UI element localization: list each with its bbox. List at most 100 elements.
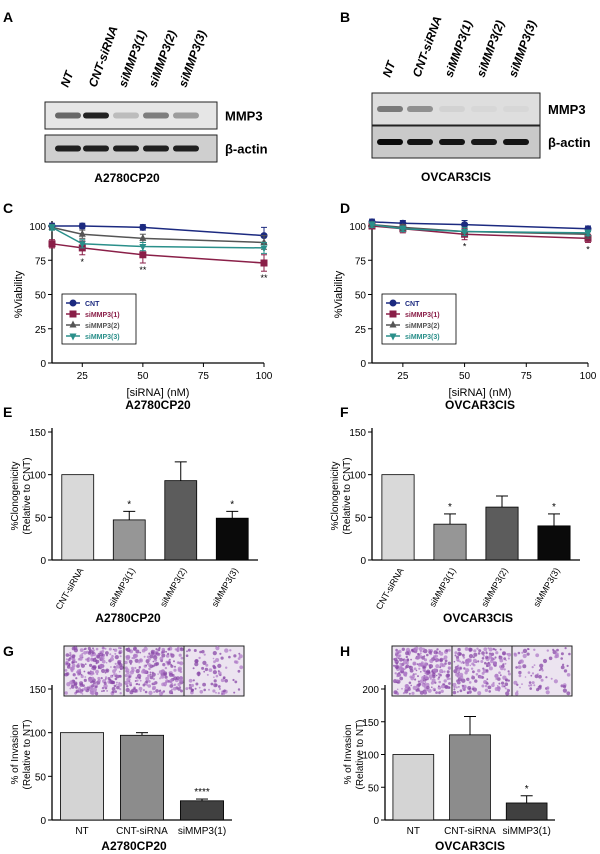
category-label: siMMP3(2) xyxy=(158,566,188,609)
cell xyxy=(419,652,422,655)
cell xyxy=(453,660,456,663)
cell xyxy=(495,651,499,655)
x-tick-label: 75 xyxy=(198,371,210,382)
cell xyxy=(538,674,542,679)
band xyxy=(503,106,529,112)
x-tick-label: 25 xyxy=(77,371,89,382)
cell xyxy=(466,658,471,663)
cell xyxy=(202,660,207,666)
cell xyxy=(468,654,474,659)
cell xyxy=(128,659,133,664)
cell xyxy=(495,678,498,680)
cell xyxy=(107,677,111,680)
cell xyxy=(468,687,471,690)
cell xyxy=(155,648,158,651)
cell xyxy=(153,658,156,660)
cell xyxy=(237,688,241,691)
cell xyxy=(472,663,476,667)
y-axis-label: %Clonogenicity(Relative to CNT) xyxy=(330,457,353,534)
cell xyxy=(477,660,480,663)
cell xyxy=(69,651,72,655)
cell xyxy=(499,674,502,677)
lane-label: NT xyxy=(58,68,77,89)
cell xyxy=(147,684,152,688)
cell xyxy=(402,660,408,665)
cell xyxy=(494,656,497,659)
cell xyxy=(119,688,122,691)
cell xyxy=(448,667,451,670)
panel-letter-f: F xyxy=(340,404,349,420)
cell xyxy=(167,652,170,656)
cell xyxy=(485,669,489,672)
chart-title: A2780CP20 xyxy=(101,839,167,853)
cell xyxy=(453,688,456,691)
category-label: CNT-siRNA xyxy=(54,566,86,611)
cell xyxy=(239,665,244,670)
cell xyxy=(114,668,118,671)
cell xyxy=(138,683,141,686)
data-point xyxy=(139,251,147,259)
cell xyxy=(445,649,449,652)
cell xyxy=(566,664,569,668)
cell xyxy=(178,653,182,657)
lane-label: siMMP3(1) xyxy=(116,28,149,89)
band-label: MMP3 xyxy=(548,102,586,117)
cell xyxy=(237,657,241,660)
cell xyxy=(111,654,114,658)
cell xyxy=(455,672,460,677)
cell xyxy=(526,652,530,656)
cell xyxy=(428,664,434,669)
y-tick-label: 0 xyxy=(40,359,46,370)
panel-letter-e: E xyxy=(3,404,12,420)
cell xyxy=(136,679,139,682)
cell xyxy=(126,677,131,682)
cell xyxy=(115,681,118,684)
cell xyxy=(529,687,532,690)
cell xyxy=(414,657,418,660)
y-tick-label: 150 xyxy=(29,428,46,439)
cell xyxy=(81,693,84,695)
cell xyxy=(217,685,221,688)
cell xyxy=(124,666,128,670)
bar-chart-f: 0 50 100 150 %Clonogenicity(Relative to CNT)… xyxy=(330,428,580,625)
cell xyxy=(143,646,148,652)
cell xyxy=(456,658,460,662)
cell xyxy=(461,686,466,690)
cell xyxy=(445,673,450,678)
cell xyxy=(133,654,138,659)
cell xyxy=(92,649,95,652)
cell xyxy=(439,669,444,674)
cell xyxy=(79,683,84,687)
significance-mark: * xyxy=(448,502,452,513)
cell xyxy=(410,658,412,661)
cell xyxy=(188,678,193,683)
cell xyxy=(522,648,528,654)
blot-strip xyxy=(371,92,541,126)
cell xyxy=(401,687,403,690)
blot-caption: A2780CP20 xyxy=(94,171,160,185)
cell xyxy=(405,651,410,656)
cell xyxy=(115,664,120,669)
cell xyxy=(556,648,559,652)
cell xyxy=(428,674,433,679)
cell xyxy=(415,669,418,672)
cell xyxy=(109,679,114,685)
band xyxy=(143,112,169,119)
cell xyxy=(125,687,130,693)
cell xyxy=(471,687,474,691)
y-axis-label: %Viability xyxy=(333,270,345,318)
bar-NT xyxy=(392,754,435,821)
cell xyxy=(188,686,192,690)
cell xyxy=(101,687,104,690)
cell xyxy=(464,647,469,651)
cell xyxy=(526,648,529,650)
cell xyxy=(472,656,475,659)
series-line xyxy=(371,221,589,230)
cell xyxy=(125,670,128,673)
cell xyxy=(212,651,217,656)
cell xyxy=(148,657,151,661)
cell xyxy=(125,683,128,686)
cell xyxy=(198,686,201,689)
cell xyxy=(128,675,131,678)
cell xyxy=(146,655,150,659)
